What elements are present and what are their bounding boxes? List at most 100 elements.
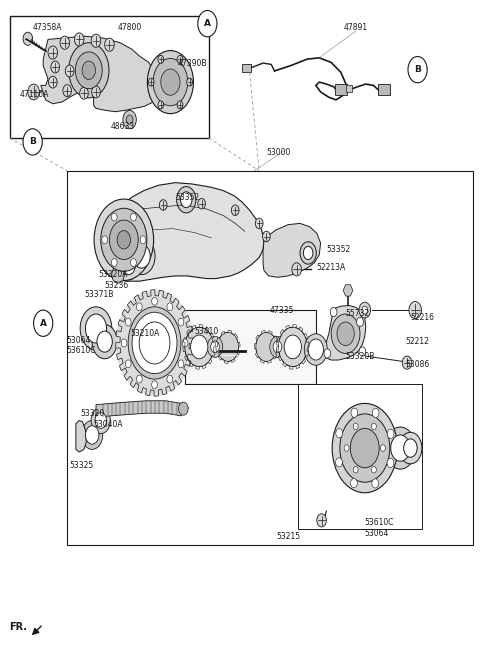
Circle shape: [357, 317, 363, 327]
Circle shape: [331, 314, 360, 353]
Text: 53040A: 53040A: [94, 420, 123, 429]
Circle shape: [353, 423, 358, 430]
Circle shape: [75, 52, 102, 89]
Text: 53410: 53410: [194, 327, 218, 336]
Text: B: B: [29, 137, 36, 147]
Text: A: A: [204, 19, 211, 28]
Text: 53320B: 53320B: [346, 351, 375, 361]
Circle shape: [136, 303, 142, 311]
Polygon shape: [263, 223, 321, 277]
Circle shape: [350, 428, 379, 468]
Circle shape: [121, 339, 127, 347]
Circle shape: [178, 318, 184, 326]
Polygon shape: [324, 306, 366, 360]
Circle shape: [92, 325, 117, 359]
Text: 53352: 53352: [175, 193, 199, 202]
Bar: [298, 384, 422, 529]
Circle shape: [167, 303, 173, 311]
Circle shape: [182, 339, 188, 347]
Circle shape: [152, 297, 157, 306]
Circle shape: [102, 236, 108, 244]
Circle shape: [340, 414, 390, 482]
Circle shape: [385, 427, 416, 469]
Circle shape: [147, 51, 193, 114]
Circle shape: [359, 302, 371, 318]
Circle shape: [109, 220, 138, 260]
Circle shape: [330, 307, 337, 317]
Bar: [185, 310, 316, 384]
Circle shape: [284, 335, 301, 359]
Circle shape: [387, 459, 394, 468]
Circle shape: [399, 432, 422, 464]
Circle shape: [372, 479, 379, 488]
Circle shape: [34, 310, 53, 336]
Circle shape: [372, 409, 379, 418]
Circle shape: [48, 76, 57, 88]
Circle shape: [177, 187, 196, 213]
Polygon shape: [343, 284, 353, 296]
Text: 52212: 52212: [406, 337, 430, 346]
Circle shape: [324, 349, 331, 358]
Circle shape: [148, 78, 154, 86]
Circle shape: [69, 43, 109, 98]
Text: 53320: 53320: [81, 409, 105, 419]
Circle shape: [292, 263, 301, 276]
Circle shape: [95, 413, 107, 428]
Circle shape: [23, 32, 33, 45]
Bar: [346, 85, 352, 92]
Circle shape: [336, 458, 342, 467]
Circle shape: [28, 84, 39, 100]
Circle shape: [337, 322, 354, 346]
Text: 47335: 47335: [270, 306, 294, 315]
Polygon shape: [96, 401, 181, 417]
Text: 53371B: 53371B: [84, 290, 113, 300]
Circle shape: [117, 231, 131, 249]
Circle shape: [74, 33, 84, 46]
Circle shape: [256, 332, 277, 361]
Circle shape: [353, 466, 358, 473]
Circle shape: [97, 331, 112, 352]
Circle shape: [177, 101, 183, 109]
Text: 47800: 47800: [118, 23, 142, 32]
Circle shape: [91, 34, 101, 47]
Text: 47116A: 47116A: [19, 90, 48, 99]
Bar: [378, 84, 390, 95]
Circle shape: [133, 244, 150, 268]
Circle shape: [91, 407, 110, 434]
Polygon shape: [100, 183, 264, 281]
Text: 48633: 48633: [110, 122, 134, 131]
Text: 52216: 52216: [410, 313, 434, 323]
Circle shape: [111, 213, 117, 221]
Circle shape: [372, 423, 376, 430]
Circle shape: [351, 408, 358, 417]
Circle shape: [381, 445, 385, 451]
Circle shape: [387, 429, 394, 438]
Text: 52213A: 52213A: [317, 263, 346, 272]
Circle shape: [217, 332, 239, 361]
Circle shape: [125, 360, 131, 368]
Circle shape: [116, 290, 193, 396]
Circle shape: [105, 38, 114, 51]
Circle shape: [23, 129, 42, 155]
Text: 47358A: 47358A: [33, 23, 62, 32]
Circle shape: [198, 11, 217, 37]
Circle shape: [187, 78, 192, 86]
Circle shape: [404, 439, 417, 457]
Text: 53610C: 53610C: [365, 518, 394, 527]
Circle shape: [80, 87, 88, 99]
Text: 53325: 53325: [70, 461, 94, 470]
Circle shape: [191, 335, 208, 359]
Circle shape: [60, 36, 70, 49]
Text: 53236: 53236: [105, 281, 129, 290]
Circle shape: [207, 336, 223, 357]
Text: 53000: 53000: [266, 148, 290, 157]
Circle shape: [372, 466, 376, 473]
Circle shape: [231, 205, 239, 215]
Circle shape: [101, 208, 147, 271]
Text: 53064: 53064: [365, 529, 389, 538]
Circle shape: [273, 341, 282, 353]
Text: A: A: [40, 319, 47, 328]
Text: 47891: 47891: [343, 23, 367, 32]
Circle shape: [82, 61, 96, 79]
Circle shape: [51, 61, 60, 73]
